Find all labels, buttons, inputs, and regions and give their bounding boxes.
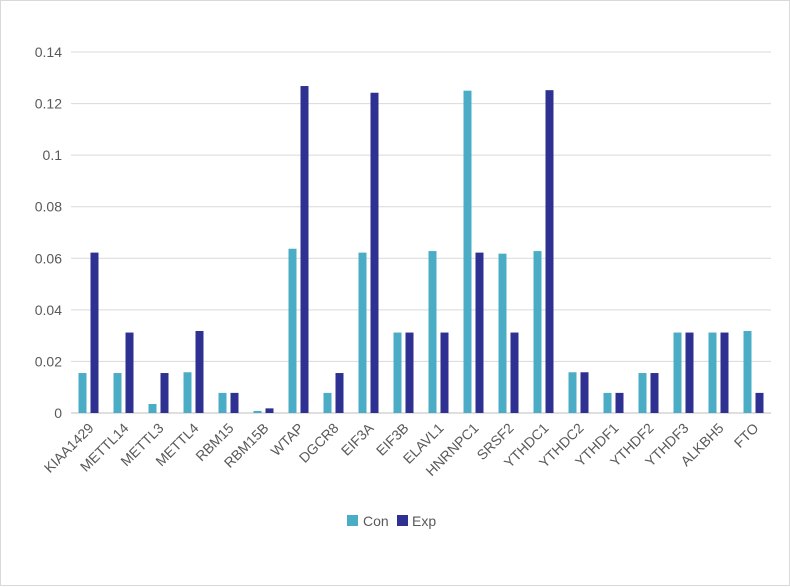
- bar-exp-elavl1: [440, 332, 449, 413]
- bar-exp-ythdf2: [650, 373, 659, 413]
- bar-exp-ythdc2: [580, 372, 589, 413]
- bar-con-kiaa1429: [78, 373, 87, 413]
- bar-con-hnrnpc1: [463, 90, 472, 413]
- bar-con-ythdc2: [568, 372, 577, 413]
- bar-con-mettl3: [148, 403, 157, 413]
- bar-exp-rbm15: [230, 392, 239, 413]
- legend-label-con: Con: [363, 513, 389, 529]
- bar-exp-fto: [755, 392, 764, 413]
- bar-con-rbm15: [218, 392, 227, 413]
- bar-con-rbm15b: [253, 410, 262, 413]
- bar-exp-ythdf3: [685, 332, 694, 413]
- bar-con-mettl14: [113, 373, 122, 413]
- bar-con-ythdf2: [638, 373, 647, 413]
- bar-exp-wtap: [300, 86, 309, 413]
- y-tick-label: 0.02: [35, 353, 62, 369]
- bar-con-ythdc1: [533, 251, 542, 413]
- bar-exp-mettl3: [160, 373, 169, 413]
- y-tick-label: 0.14: [35, 44, 62, 60]
- bar-con-ythdf1: [603, 392, 612, 413]
- bar-con-elavl1: [428, 251, 437, 413]
- bar-con-mettl4: [183, 372, 192, 413]
- bar-con-dgcr8: [323, 392, 332, 413]
- bar-exp-ythdc1: [545, 90, 554, 414]
- bar-exp-kiaa1429: [90, 252, 99, 413]
- x-axis-labels: KIAA1429METTL14METTL3METTL4RBM15RBM15BWT…: [41, 419, 762, 479]
- bar-con-wtap: [288, 248, 297, 413]
- y-tick-label: 0.06: [35, 250, 62, 266]
- y-tick-label: 0: [54, 405, 62, 421]
- bar-con-srsf2: [498, 253, 507, 413]
- bar-con-fto: [743, 331, 752, 413]
- y-tick-label: 0.08: [35, 199, 62, 215]
- bar-con-alkbh5: [708, 332, 717, 413]
- gridlines: [71, 51, 771, 414]
- bar-exp-mettl4: [195, 331, 204, 413]
- legend: Con Exp: [347, 513, 436, 529]
- y-tick-label: 0.04: [35, 302, 62, 318]
- y-tick-label: 0.12: [35, 96, 62, 112]
- x-tick-label: EIF3A: [338, 419, 377, 458]
- bar-exp-mettl14: [125, 332, 134, 413]
- bar-exp-ythdf1: [615, 392, 624, 413]
- y-axis-ticks: 0 0.02 0.04 0.06 0.08 0.1 0.12 0.14: [35, 44, 62, 421]
- bars: [78, 86, 764, 414]
- bar-exp-hnrnpc1: [475, 252, 484, 413]
- bar-exp-srsf2: [510, 332, 519, 413]
- legend-swatch-exp: [397, 515, 408, 526]
- legend-label-exp: Exp: [412, 513, 436, 529]
- bar-con-eif3a: [358, 252, 367, 413]
- bar-exp-dgcr8: [335, 373, 344, 413]
- x-tick-label: DGCR8: [296, 420, 342, 466]
- bar-con-ythdf3: [673, 332, 682, 413]
- legend-swatch-con: [347, 515, 358, 526]
- x-tick-label: FTO: [731, 420, 762, 451]
- y-tick-label: 0.1: [43, 147, 63, 163]
- bar-exp-alkbh5: [720, 332, 729, 413]
- bar-exp-eif3b: [405, 332, 414, 413]
- bar-exp-rbm15b: [265, 408, 274, 413]
- bar-con-eif3b: [393, 332, 402, 413]
- bar-exp-eif3a: [370, 92, 379, 414]
